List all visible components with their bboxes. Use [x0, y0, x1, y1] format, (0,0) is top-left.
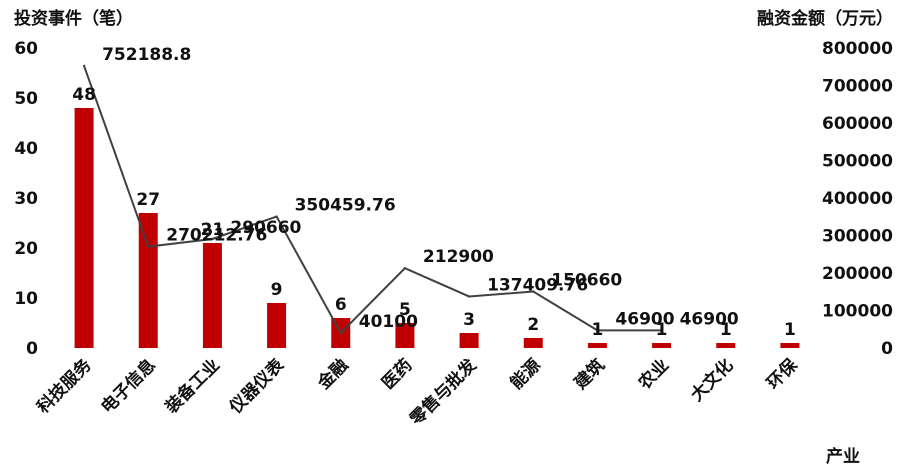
bar-value-label: 1 — [656, 320, 668, 340]
line-point — [82, 64, 86, 68]
category-label: 大文化 — [686, 355, 737, 406]
line-point — [660, 329, 663, 332]
left-tick-label: 40 — [14, 139, 38, 159]
line-point — [339, 331, 342, 335]
bar — [459, 333, 479, 348]
bar-series — [74, 108, 800, 348]
line-point — [467, 295, 471, 298]
category-label: 零售与批发 — [405, 354, 481, 430]
left-axis-ticks: 0 10 20 30 40 50 60 — [14, 39, 38, 359]
bar-value-label: 48 — [72, 85, 96, 105]
line-point — [211, 237, 214, 241]
line-value-label: 150660 — [551, 271, 622, 291]
bar — [780, 343, 800, 348]
left-tick-label: 60 — [14, 39, 38, 59]
bar-value-label: 1 — [720, 320, 732, 340]
category-label: 能源 — [506, 355, 545, 394]
right-tick-label: 600000 — [822, 114, 893, 134]
category-label: 医药 — [378, 355, 417, 394]
bar-value-label: 27 — [136, 190, 160, 210]
left-tick-label: 10 — [14, 289, 38, 309]
right-tick-label: 300000 — [822, 227, 893, 247]
category-label: 金融 — [313, 355, 353, 395]
bar-value-label: 21 — [201, 220, 225, 240]
bar-value-label: 9 — [271, 280, 283, 300]
right-tick-label: 100000 — [822, 302, 893, 322]
bar-value-label: 2 — [527, 315, 539, 335]
category-label: 电子信息 — [97, 355, 160, 418]
line-point — [275, 215, 278, 218]
bar-value-label: 1 — [784, 320, 796, 340]
line-value-label: 350459.76 — [295, 196, 396, 216]
right-tick-label: 500000 — [822, 152, 893, 172]
category-label: 建筑 — [570, 355, 609, 394]
category-label: 仪器仪表 — [224, 354, 288, 418]
line-point — [596, 329, 599, 332]
line-value-label: 46900 — [680, 309, 739, 329]
y2-axis-title: 融资金额（万元） — [757, 8, 893, 29]
line-value-label: 46900 — [615, 309, 674, 329]
line-value-label: 40100 — [359, 312, 418, 332]
bar-value-label: 3 — [463, 310, 475, 330]
bar — [267, 303, 287, 348]
y-axis-title: 投资事件（笔） — [14, 8, 133, 29]
right-tick-label: 800000 — [822, 39, 893, 59]
category-label: 农业 — [634, 355, 674, 395]
line-path — [83, 65, 662, 335]
right-tick-label: 0 — [881, 339, 893, 359]
bar-value-label: 6 — [335, 295, 347, 315]
bar-value-label: 1 — [591, 320, 603, 340]
bar — [395, 323, 415, 348]
category-label: 科技服务 — [33, 354, 97, 418]
right-axis-ticks: 0 100000 200000 300000 400000 500000 600000 700… — [822, 39, 893, 359]
line-data-labels: 752188.8270212.76290660350459.7640100212… — [102, 45, 739, 332]
line-point — [147, 245, 150, 248]
left-tick-label: 30 — [14, 189, 38, 209]
bar — [716, 343, 736, 348]
bar — [138, 213, 158, 348]
line-value-label: 752188.8 — [102, 45, 191, 65]
line-value-label: 137409.76 — [487, 275, 588, 295]
line-value-label: 270212.76 — [166, 226, 267, 246]
line-series — [82, 64, 663, 335]
bar — [74, 108, 94, 348]
bar — [202, 243, 222, 348]
line-value-label: 212900 — [423, 247, 494, 267]
left-tick-label: 0 — [26, 339, 38, 359]
bar — [523, 338, 543, 348]
left-tick-label: 50 — [14, 89, 38, 109]
bar — [652, 343, 672, 348]
bar — [587, 343, 607, 348]
line-point — [532, 290, 535, 293]
right-tick-label: 200000 — [822, 264, 893, 284]
x-axis-title: 产业 — [826, 446, 860, 467]
right-tick-label: 400000 — [822, 189, 893, 209]
left-tick-label: 20 — [14, 239, 38, 259]
bar-value-label: 5 — [399, 300, 411, 320]
line-point — [403, 266, 407, 270]
category-label: 环保 — [763, 354, 803, 394]
category-label: 装备工业 — [160, 355, 224, 419]
right-tick-label: 700000 — [822, 77, 893, 97]
line-value-label: 290660 — [230, 218, 301, 238]
